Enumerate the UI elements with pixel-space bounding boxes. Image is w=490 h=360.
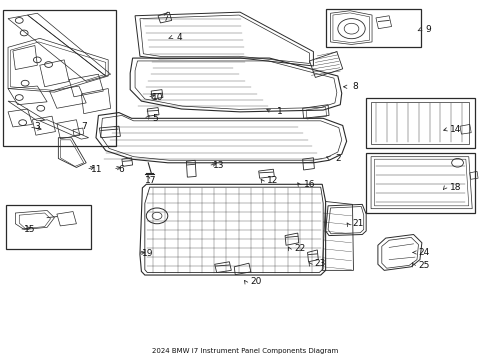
Text: 13: 13 [213,161,225,170]
Bar [366,153,475,213]
Text: 17: 17 [145,176,156,185]
Bar [3,10,116,146]
Bar [5,205,91,249]
Text: 16: 16 [304,180,315,189]
Bar [366,98,475,148]
Text: 5: 5 [152,114,158,123]
Text: 23: 23 [315,259,326,268]
Text: 12: 12 [267,176,278,185]
Bar [326,9,421,47]
Text: 3: 3 [34,122,40,131]
Text: 15: 15 [24,225,36,234]
Text: 22: 22 [294,244,305,253]
Text: 6: 6 [118,165,123,174]
Text: 1: 1 [277,107,283,116]
Text: 4: 4 [176,33,182,42]
Text: 19: 19 [143,249,154,258]
Text: 2: 2 [335,154,341,163]
Text: 10: 10 [152,93,164,102]
Text: 18: 18 [450,183,462,192]
Text: 24: 24 [418,248,430,257]
Text: 11: 11 [91,165,102,174]
Text: 25: 25 [418,261,430,270]
Text: 21: 21 [352,219,364,228]
Text: 14: 14 [450,125,462,134]
Text: 8: 8 [352,82,358,91]
Text: 7: 7 [81,122,87,131]
Text: 2024 BMW i7 Instrument Panel Components Diagram: 2024 BMW i7 Instrument Panel Components … [152,348,338,354]
Text: 20: 20 [250,276,261,285]
Text: 9: 9 [426,25,432,34]
